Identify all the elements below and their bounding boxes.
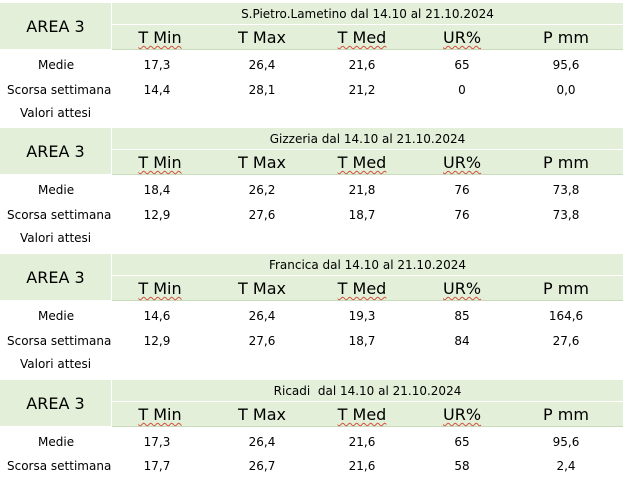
cell-t-max: 27,6 [248,208,276,222]
cell-t-med: 21,6 [348,435,376,449]
header-t-med: T Med [337,28,387,47]
area-label: AREA 3 [0,128,112,174]
header-p-mm: P mm [543,153,589,172]
row-label: Valori attesi [20,106,92,120]
cell-t-max: 26,4 [248,58,276,72]
column-headers: T Min T Max T Med UR% P mm [112,402,623,427]
cell-t-min: 14,6 [143,309,171,323]
cell-t-max: 26,4 [248,309,276,323]
cell-p-mm: 95,6 [552,435,580,449]
row-label: Medie [38,309,75,323]
cell-t-min: 17,3 [143,58,171,72]
column-headers: T Min T Max T Med UR% P mm [112,150,623,175]
cell-t-max: 26,7 [248,459,276,473]
row-label: Scorsa settimana [7,208,112,222]
header-ur: UR% [442,405,482,424]
cell-t-max: 26,2 [248,183,276,197]
row-label: Medie [38,183,75,197]
row-medie: Medie 17,3 26,4 21,6 65 95,6 [0,431,623,455]
cell-p-mm: 27,6 [552,334,580,348]
cell-ur: 76 [454,208,470,222]
cell-t-min: 17,3 [143,435,171,449]
cell-t-med: 21,6 [348,58,376,72]
cell-t-med: 21,8 [348,183,376,197]
area-label: AREA 3 [0,254,112,300]
cell-t-med: 18,7 [348,334,376,348]
header-t-med: T Med [337,279,387,298]
cell-p-mm: 95,6 [552,58,580,72]
station-title: Francica dal 14.10 al 21.10.2024 [112,254,623,276]
station-title: S.Pietro.Lametino dal 14.10 al 21.10.202… [112,3,623,25]
station-title: Ricadi dal 14.10 al 21.10.2024 [112,380,623,402]
cell-t-min: 17,7 [143,459,171,473]
cell-p-mm: 73,8 [552,208,580,222]
row-medie: Medie 18,4 26,2 21,8 76 73,8 [0,179,623,203]
header-ur: UR% [442,153,482,172]
row-scorsa-settimana: Scorsa settimana 12,9 27,6 18,7 84 27,6 [0,330,623,354]
station-title: Gizzeria dal 14.10 al 21.10.2024 [112,128,623,150]
cell-ur: 85 [454,309,470,323]
area-label: AREA 3 [0,3,112,49]
cell-t-min: 18,4 [143,183,171,197]
row-medie: Medie 17,3 26,4 21,6 65 95,6 [0,54,623,78]
header-ur: UR% [442,279,482,298]
header-p-mm: P mm [543,405,589,424]
header-t-max: T Max [238,405,286,424]
header-t-med: T Med [337,405,387,424]
row-medie: Medie 14,6 26,4 19,3 85 164,6 [0,305,623,329]
row-label: Medie [38,435,75,449]
cell-p-mm: 0,0 [556,83,576,97]
row-label: Scorsa settimana [7,459,112,473]
cell-t-max: 27,6 [248,334,276,348]
cell-p-mm: 2,4 [556,459,576,473]
header-p-mm: P mm [543,28,589,47]
cell-ur: 84 [454,334,470,348]
header-t-min: T Min [138,405,182,424]
area-label: AREA 3 [0,380,112,426]
cell-t-med: 21,2 [348,83,376,97]
row-label: Scorsa settimana [7,334,112,348]
cell-t-min: 12,9 [143,208,171,222]
column-headers: T Min T Max T Med UR% P mm [112,25,623,50]
row-valori-attesi: Valori attesi [0,102,623,126]
header-t-min: T Min [138,279,182,298]
cell-t-min: 14,4 [143,83,171,97]
header-t-max: T Max [238,28,286,47]
row-valori-attesi: Valori attesi [0,227,623,251]
header-t-med: T Med [337,153,387,172]
header-t-max: T Max [238,153,286,172]
cell-p-mm: 73,8 [552,183,580,197]
row-valori-attesi: Valori attesi [0,353,623,377]
cell-t-max: 26,4 [248,435,276,449]
row-label: Valori attesi [20,231,92,245]
cell-t-min: 12,9 [143,334,171,348]
header-t-min: T Min [138,153,182,172]
header-t-min: T Min [138,28,182,47]
cell-ur: 0 [458,83,466,97]
cell-t-med: 19,3 [348,309,376,323]
cell-ur: 65 [454,435,470,449]
row-scorsa-settimana: Scorsa settimana 12,9 27,6 18,7 76 73,8 [0,204,623,228]
cell-ur: 65 [454,58,470,72]
cell-p-mm: 164,6 [548,309,584,323]
cell-ur: 58 [454,459,470,473]
header-t-max: T Max [238,279,286,298]
cell-t-med: 21,6 [348,459,376,473]
row-scorsa-settimana: Scorsa settimana 14,4 28,1 21,2 0 0,0 [0,79,623,103]
row-label: Valori attesi [20,357,92,371]
header-p-mm: P mm [543,279,589,298]
row-label: Scorsa settimana [7,83,112,97]
cell-ur: 76 [454,183,470,197]
row-label: Medie [38,58,75,72]
column-headers: T Min T Max T Med UR% P mm [112,276,623,301]
cell-t-med: 18,7 [348,208,376,222]
row-scorsa-settimana: Scorsa settimana 17,7 26,7 21,6 58 2,4 [0,455,623,479]
header-ur: UR% [442,28,482,47]
cell-t-max: 28,1 [248,83,276,97]
